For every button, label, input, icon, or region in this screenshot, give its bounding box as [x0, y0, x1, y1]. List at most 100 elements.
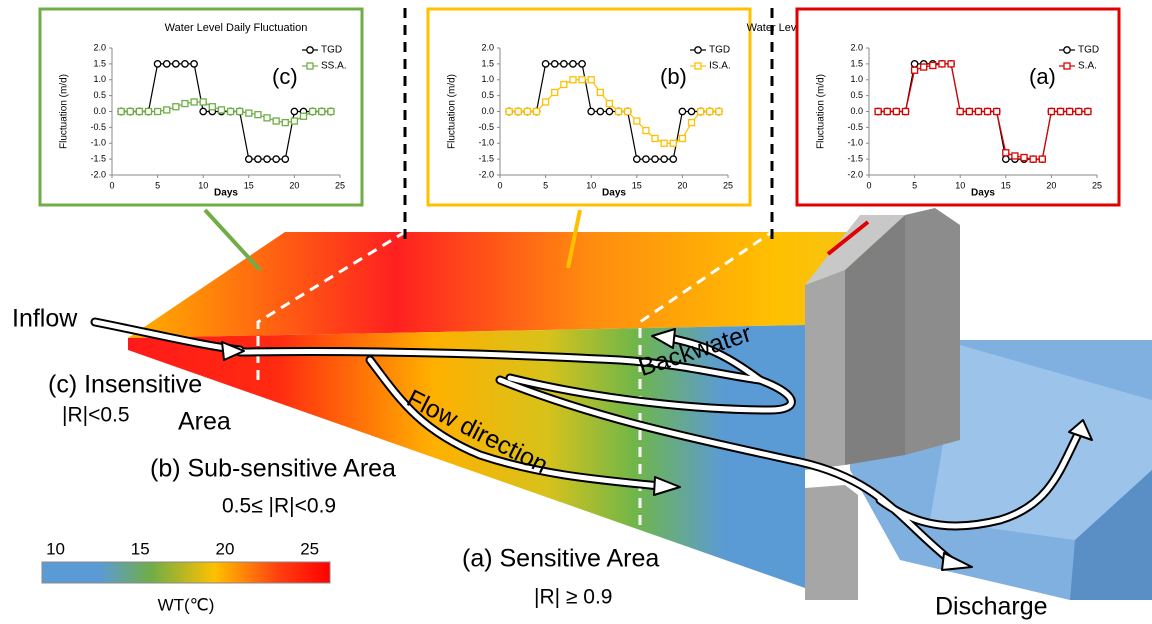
- data-point: [263, 114, 271, 122]
- section-lines: [256, 230, 773, 525]
- y-tick-label: -1.0: [847, 138, 863, 148]
- y-tick-label: 2.0: [481, 42, 494, 52]
- chart-frame: [795, 7, 1121, 207]
- area-label: (b) Sub-sensitive Area: [150, 455, 396, 483]
- data-point: [892, 107, 901, 116]
- legend-label: SS.A.: [321, 61, 347, 72]
- x-tick-label: 5: [543, 180, 548, 190]
- data-point: [1038, 155, 1046, 163]
- data-point: [901, 107, 910, 116]
- x-tick-label: 15: [244, 180, 254, 190]
- dam-pier: [905, 208, 960, 455]
- data-point: [318, 107, 326, 116]
- data-point: [272, 155, 281, 163]
- area-criterion: |R|<0.5: [62, 404, 130, 427]
- data-point: [1001, 155, 1010, 163]
- colorbar-label: WT(℃): [158, 595, 215, 614]
- data-point: [605, 99, 614, 108]
- y-tick-label: 0.0: [93, 106, 106, 116]
- data-point: [505, 107, 513, 116]
- dam-lower: [805, 485, 858, 600]
- data-point: [190, 60, 198, 68]
- data-point: [1029, 155, 1037, 163]
- data-point: [163, 106, 171, 114]
- data-point: [910, 60, 919, 68]
- y-tick-label: 0.5: [850, 90, 863, 100]
- data-point: [1011, 152, 1019, 160]
- reservoir-body: [128, 325, 805, 588]
- data-point: [660, 139, 668, 147]
- data-point: [578, 76, 586, 84]
- data-point: [587, 107, 596, 116]
- legend-marker: [694, 62, 702, 70]
- data-point: [299, 112, 308, 120]
- channel-wall: [1070, 470, 1152, 600]
- y-axis-label: Fluctuation (m/d): [59, 74, 70, 149]
- colorbar-ticks: 10 15 20 25: [46, 539, 319, 558]
- reservoir-surface: [128, 232, 885, 338]
- y-tick-label: 1.0: [481, 74, 494, 84]
- data-point: [272, 117, 280, 125]
- data-point: [910, 66, 919, 74]
- data-point: [920, 63, 928, 71]
- inflow-label: Inflow: [12, 305, 78, 333]
- y-tick-label: -1.5: [478, 154, 494, 164]
- data-point: [660, 155, 669, 163]
- data-point: [199, 107, 208, 116]
- data-point: [687, 118, 696, 127]
- data-point: [541, 98, 550, 106]
- data-point: [1047, 107, 1056, 116]
- flow-arrows: [90, 317, 1093, 571]
- y-tick-label: -1.5: [847, 154, 863, 164]
- data-point: [947, 60, 955, 68]
- y-tick-label: 0.5: [93, 90, 106, 100]
- data-point: [190, 98, 198, 106]
- area-label: (a) Sensitive Area: [462, 545, 659, 573]
- data-point: [263, 155, 271, 163]
- data-point: [514, 107, 522, 116]
- data-point: [715, 107, 723, 116]
- data-point: [678, 107, 687, 116]
- y-tick-label: 1.5: [93, 58, 106, 68]
- data-point: [569, 76, 577, 84]
- x-tick-label: 15: [632, 180, 642, 190]
- panel-label: (c): [272, 64, 298, 89]
- data-point: [569, 60, 577, 68]
- x-tick-label: 20: [289, 180, 299, 190]
- dam-face: [805, 270, 845, 470]
- diagram: Inflow (c) Insensitive |R|<0.5 Area (b) …: [12, 8, 1152, 621]
- panel-label: (a): [1029, 64, 1056, 89]
- data-point: [596, 88, 604, 97]
- y-tick-label: -2.0: [478, 169, 494, 179]
- legend-label: TGD: [321, 45, 342, 56]
- data-point: [532, 107, 541, 116]
- x-tick-label: 0: [866, 180, 871, 190]
- data-point: [181, 60, 189, 68]
- data-point: [678, 134, 687, 143]
- data-point: [208, 103, 216, 111]
- data-point: [883, 107, 891, 116]
- data-point: [1020, 153, 1028, 162]
- data-point: [632, 155, 641, 163]
- x-tick-label: 10: [198, 180, 208, 190]
- data-point: [974, 107, 983, 116]
- area-criterion: |R| ≥ 0.9: [534, 586, 612, 609]
- data-point: [281, 155, 290, 163]
- data-point: [523, 107, 532, 116]
- x-tick-label: 5: [912, 180, 917, 190]
- data-point: [199, 98, 207, 106]
- line-chart: Water Level Daily Fluctuation2.01.51.00.…: [795, 7, 1121, 207]
- y-tick-label: 1.0: [850, 74, 863, 84]
- panel-label: (b): [660, 64, 687, 89]
- y-axis-label: Fluctuation (m/d): [447, 74, 458, 149]
- y-tick-label: 1.0: [93, 74, 106, 84]
- area-label: (c) Insensitive: [48, 371, 202, 399]
- data-point: [965, 107, 973, 116]
- data-point: [162, 60, 171, 68]
- data-point: [290, 117, 299, 125]
- x-tick-label: 5: [155, 180, 160, 190]
- data-point: [587, 76, 595, 84]
- data-point: [642, 126, 650, 135]
- connector-c: [203, 208, 262, 272]
